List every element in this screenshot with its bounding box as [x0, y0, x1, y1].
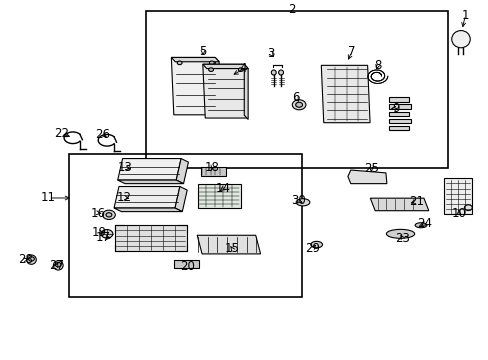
Polygon shape: [443, 178, 471, 214]
Ellipse shape: [278, 70, 283, 75]
Bar: [146, 11, 447, 167]
Text: 21: 21: [408, 195, 423, 208]
Circle shape: [101, 230, 113, 238]
Polygon shape: [203, 64, 247, 68]
Text: 24: 24: [416, 217, 431, 230]
Circle shape: [464, 205, 471, 211]
Bar: [197, 184, 240, 208]
Text: 2: 2: [288, 3, 295, 15]
Polygon shape: [118, 180, 183, 184]
Text: 29: 29: [305, 242, 320, 255]
Polygon shape: [175, 186, 187, 212]
Bar: [200, 167, 225, 176]
Polygon shape: [171, 58, 219, 62]
Ellipse shape: [451, 31, 469, 48]
Text: 4: 4: [239, 62, 247, 76]
Text: 5: 5: [199, 45, 206, 58]
Bar: [388, 119, 410, 123]
Circle shape: [209, 61, 214, 65]
Ellipse shape: [26, 255, 36, 264]
Polygon shape: [171, 58, 217, 115]
Text: 6: 6: [292, 91, 299, 104]
Text: 25: 25: [363, 162, 378, 175]
Circle shape: [55, 262, 61, 267]
Circle shape: [292, 100, 305, 110]
Text: 30: 30: [290, 194, 305, 207]
Bar: [69, 154, 302, 297]
Circle shape: [106, 213, 112, 217]
Text: 9: 9: [391, 102, 399, 115]
Circle shape: [102, 210, 115, 220]
Text: 7: 7: [347, 45, 355, 58]
Text: 20: 20: [180, 260, 195, 273]
Polygon shape: [369, 198, 428, 211]
Text: 18: 18: [204, 161, 219, 174]
Circle shape: [238, 68, 243, 71]
Circle shape: [208, 68, 213, 71]
Polygon shape: [114, 208, 182, 212]
Ellipse shape: [53, 261, 63, 270]
Text: 11: 11: [41, 192, 56, 204]
Text: 26: 26: [95, 128, 110, 141]
Bar: [388, 126, 408, 130]
Polygon shape: [203, 64, 246, 118]
Text: 10: 10: [451, 207, 466, 220]
Circle shape: [295, 102, 302, 107]
Text: 28: 28: [18, 253, 32, 266]
Polygon shape: [347, 170, 386, 184]
Text: 22: 22: [54, 127, 69, 140]
Text: 12: 12: [116, 191, 131, 204]
Text: 8: 8: [373, 59, 381, 72]
Ellipse shape: [414, 223, 426, 228]
Text: 3: 3: [267, 48, 274, 60]
Text: 13: 13: [117, 161, 132, 174]
Polygon shape: [244, 64, 247, 120]
Text: 19: 19: [92, 226, 106, 239]
Text: 15: 15: [224, 242, 239, 255]
Text: 17: 17: [95, 231, 110, 244]
Bar: [115, 225, 186, 251]
Bar: [388, 112, 408, 116]
Text: 1: 1: [461, 9, 468, 22]
Polygon shape: [197, 235, 260, 254]
Polygon shape: [118, 158, 181, 180]
Polygon shape: [176, 158, 188, 184]
Ellipse shape: [296, 199, 309, 206]
Text: 27: 27: [49, 259, 64, 272]
Ellipse shape: [271, 70, 276, 75]
Bar: [173, 260, 199, 267]
Polygon shape: [114, 186, 180, 208]
Bar: [388, 104, 410, 109]
Text: 14: 14: [215, 182, 230, 195]
Text: 23: 23: [394, 231, 409, 245]
Bar: [388, 97, 408, 102]
Polygon shape: [215, 58, 219, 116]
Ellipse shape: [386, 229, 414, 238]
Text: 16: 16: [91, 207, 105, 220]
Circle shape: [28, 257, 34, 261]
Circle shape: [177, 61, 182, 65]
Polygon shape: [321, 66, 369, 123]
Ellipse shape: [310, 241, 322, 248]
